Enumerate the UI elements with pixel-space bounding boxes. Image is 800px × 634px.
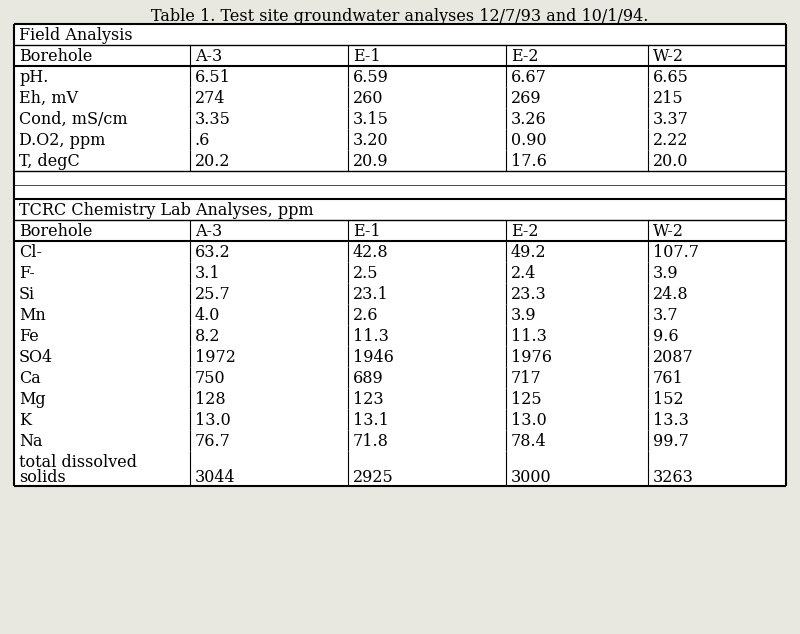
Text: 13.0: 13.0 — [195, 412, 230, 429]
Text: 269: 269 — [511, 90, 542, 107]
Text: 2.22: 2.22 — [653, 132, 689, 149]
Text: Na: Na — [19, 433, 42, 450]
Text: solids: solids — [19, 469, 66, 486]
Text: 24.8: 24.8 — [653, 286, 689, 303]
Text: 2.5: 2.5 — [353, 265, 378, 282]
Text: A-3: A-3 — [195, 223, 222, 240]
Text: 0.90: 0.90 — [511, 132, 546, 149]
Text: 3.9: 3.9 — [653, 265, 678, 282]
Text: D.O2, ppm: D.O2, ppm — [19, 132, 106, 149]
Text: 6.59: 6.59 — [353, 69, 389, 86]
Text: 215: 215 — [653, 90, 684, 107]
Text: 123: 123 — [353, 391, 384, 408]
Text: 20.9: 20.9 — [353, 153, 389, 170]
Text: 20.2: 20.2 — [195, 153, 230, 170]
Text: 6.65: 6.65 — [653, 69, 689, 86]
Text: 6.67: 6.67 — [511, 69, 547, 86]
Text: E-2: E-2 — [511, 48, 538, 65]
Text: 71.8: 71.8 — [353, 433, 389, 450]
Text: 23.3: 23.3 — [511, 286, 546, 303]
Text: 63.2: 63.2 — [195, 244, 230, 261]
Text: 1976: 1976 — [511, 349, 552, 366]
Text: Mn: Mn — [19, 307, 46, 324]
Text: 3.9: 3.9 — [511, 307, 537, 324]
Text: 13.1: 13.1 — [353, 412, 389, 429]
Text: 13.0: 13.0 — [511, 412, 546, 429]
Text: 3.20: 3.20 — [353, 132, 389, 149]
Text: 1946: 1946 — [353, 349, 394, 366]
Text: 17.6: 17.6 — [511, 153, 547, 170]
Text: 11.3: 11.3 — [353, 328, 389, 345]
Text: Ca: Ca — [19, 370, 41, 387]
Text: F-: F- — [19, 265, 35, 282]
Text: W-2: W-2 — [653, 223, 684, 240]
Text: Eh, mV: Eh, mV — [19, 90, 78, 107]
Text: 20.0: 20.0 — [653, 153, 689, 170]
Text: 2925: 2925 — [353, 469, 394, 486]
Text: 78.4: 78.4 — [511, 433, 546, 450]
Text: 3044: 3044 — [195, 469, 236, 486]
Text: Field Analysis: Field Analysis — [19, 27, 133, 44]
Text: 76.7: 76.7 — [195, 433, 231, 450]
Text: SO4: SO4 — [19, 349, 53, 366]
Text: 260: 260 — [353, 90, 383, 107]
Text: 3.26: 3.26 — [511, 111, 546, 128]
Text: 8.2: 8.2 — [195, 328, 221, 345]
Text: K: K — [19, 412, 31, 429]
Text: 125: 125 — [511, 391, 542, 408]
Text: 2.4: 2.4 — [511, 265, 536, 282]
Text: 3.15: 3.15 — [353, 111, 389, 128]
Bar — [14, 24, 786, 486]
Text: Borehole: Borehole — [19, 48, 92, 65]
Text: 3.37: 3.37 — [653, 111, 689, 128]
Text: 9.6: 9.6 — [653, 328, 678, 345]
Text: 2.6: 2.6 — [353, 307, 378, 324]
Text: 25.7: 25.7 — [195, 286, 230, 303]
Text: 689: 689 — [353, 370, 384, 387]
Text: 99.7: 99.7 — [653, 433, 689, 450]
Text: 3263: 3263 — [653, 469, 694, 486]
Text: 761: 761 — [653, 370, 684, 387]
Text: 2087: 2087 — [653, 349, 694, 366]
Text: E-2: E-2 — [511, 223, 538, 240]
Text: 4.0: 4.0 — [195, 307, 220, 324]
Text: 3000: 3000 — [511, 469, 552, 486]
Text: Fe: Fe — [19, 328, 38, 345]
Text: W-2: W-2 — [653, 48, 684, 65]
Text: Table 1. Test site groundwater analyses 12/7/93 and 10/1/94.: Table 1. Test site groundwater analyses … — [151, 8, 649, 25]
Text: Cl-: Cl- — [19, 244, 42, 261]
Text: .6: .6 — [195, 132, 210, 149]
Text: E-1: E-1 — [353, 48, 381, 65]
Text: Si: Si — [19, 286, 35, 303]
Text: 1972: 1972 — [195, 349, 236, 366]
Text: pH.: pH. — [19, 69, 48, 86]
Text: 49.2: 49.2 — [511, 244, 546, 261]
Text: 107.7: 107.7 — [653, 244, 699, 261]
Text: 152: 152 — [653, 391, 684, 408]
Text: 23.1: 23.1 — [353, 286, 389, 303]
Text: E-1: E-1 — [353, 223, 381, 240]
Text: 128: 128 — [195, 391, 226, 408]
Text: T, degC: T, degC — [19, 153, 80, 170]
Text: 750: 750 — [195, 370, 226, 387]
Text: 11.3: 11.3 — [511, 328, 547, 345]
Text: 13.3: 13.3 — [653, 412, 689, 429]
Text: A-3: A-3 — [195, 48, 222, 65]
Text: TCRC Chemistry Lab Analyses, ppm: TCRC Chemistry Lab Analyses, ppm — [19, 202, 314, 219]
Text: 717: 717 — [511, 370, 542, 387]
Text: Borehole: Borehole — [19, 223, 92, 240]
Text: 6.51: 6.51 — [195, 69, 231, 86]
Text: 3.1: 3.1 — [195, 265, 221, 282]
Text: Cond, mS/cm: Cond, mS/cm — [19, 111, 128, 128]
Text: 42.8: 42.8 — [353, 244, 389, 261]
Text: 3.35: 3.35 — [195, 111, 231, 128]
Text: 274: 274 — [195, 90, 226, 107]
Text: total dissolved: total dissolved — [19, 454, 137, 471]
Text: Mg: Mg — [19, 391, 46, 408]
Text: 3.7: 3.7 — [653, 307, 678, 324]
